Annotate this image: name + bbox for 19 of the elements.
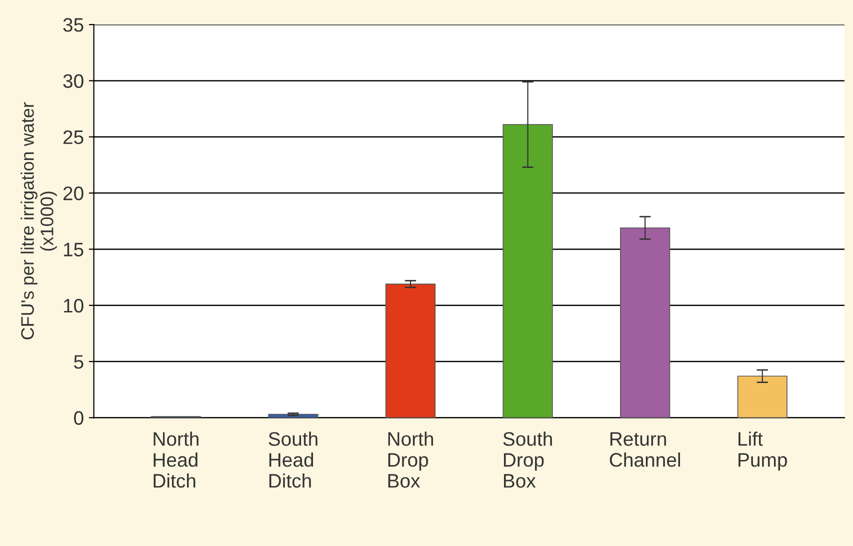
x-tick-label: North Head Ditch bbox=[154, 432, 198, 488]
bar bbox=[737, 376, 788, 418]
x-tick-label: North Drop Box bbox=[388, 432, 434, 488]
y-tick-label: 35 bbox=[63, 18, 84, 32]
bar bbox=[620, 227, 670, 418]
bar bbox=[385, 284, 436, 418]
y-tick-label: 0 bbox=[74, 411, 84, 425]
x-tick-label: Return Channel bbox=[610, 432, 680, 467]
y-tick-label: 20 bbox=[63, 186, 84, 200]
y-tick-label: 30 bbox=[63, 74, 84, 88]
y-tick-label: 15 bbox=[64, 242, 84, 256]
y-tick-label: 25 bbox=[63, 130, 84, 144]
bar bbox=[502, 124, 553, 418]
x-tick-label: Lift Pump bbox=[738, 432, 787, 471]
y-tick-label: 10 bbox=[64, 298, 84, 313]
x-tick-label: South Head Ditch bbox=[268, 432, 318, 488]
y-axis-title: CFU's per litre irrigation water (x1000) bbox=[20, 102, 57, 340]
y-tick-label: 5 bbox=[74, 355, 84, 369]
x-tick-label: South Drop Box bbox=[503, 432, 552, 488]
